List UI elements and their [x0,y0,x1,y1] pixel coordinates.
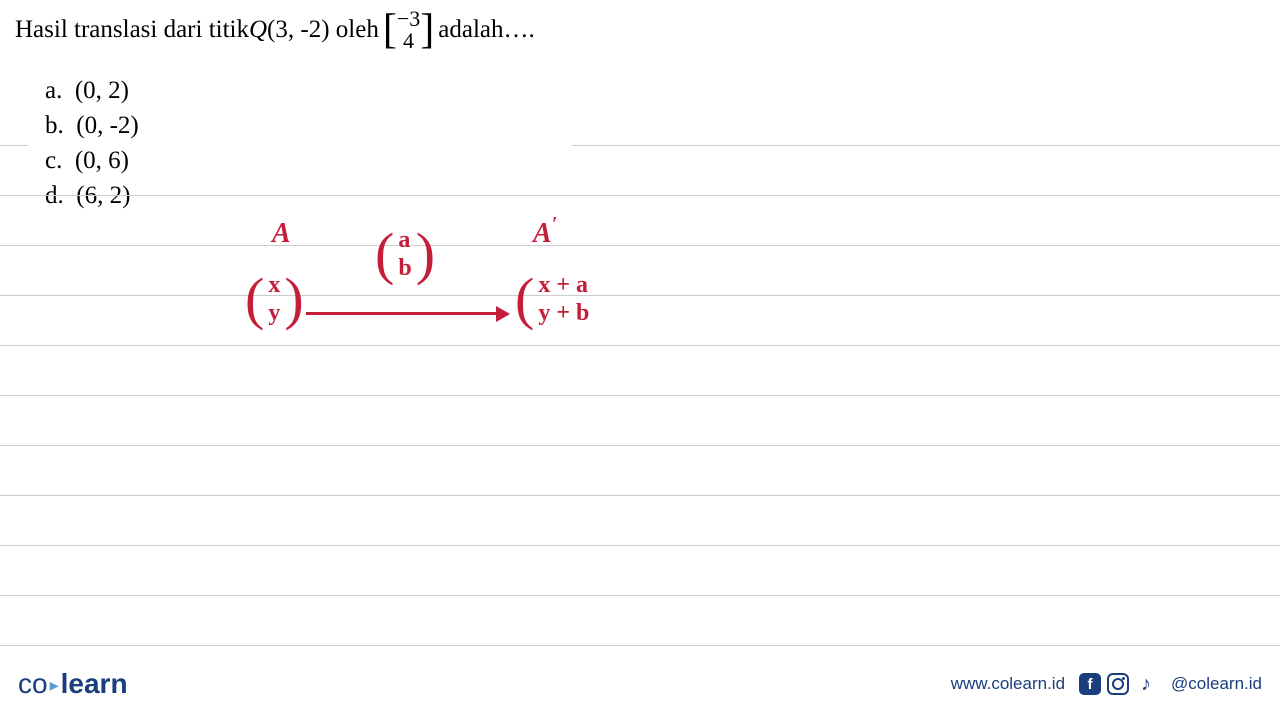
footer-url: www.colearn.id [951,674,1065,694]
xy-bottom: y [268,299,280,327]
option-a: a. (0, 2) [45,75,139,107]
ruled-line [0,645,1280,646]
hw-vector-xy: ( x y ) [245,270,304,328]
question-suffix: adalah…. [438,16,534,44]
bracket-right: ] [420,9,434,51]
question-prefix: Hasil translasi dari titik [15,16,249,44]
option-c: c. (0, 6) [45,145,139,177]
option-value: (0, 2) [75,77,129,104]
result-bottom: y + b [538,299,589,327]
ruled-line [0,295,1280,296]
footer-right: www.colearn.id f ♪ @colearn.id [951,673,1262,695]
option-b: b. (0, -2) [45,110,139,142]
translation-matrix: [ −3 4 ] [383,8,434,52]
social-icons: f ♪ [1079,673,1157,695]
ruled-line-partial-right [572,145,1280,146]
option-value: (0, -2) [76,112,138,139]
ruled-line-partial-left [0,145,28,146]
paren-content: x + a y + b [534,271,593,327]
option-letter: c. [45,147,62,174]
question-text: Hasil translasi dari titik Q (3, -2) ole… [15,8,535,52]
matrix-values: −3 4 [397,8,420,52]
result-top: x + a [538,271,589,299]
hw-vector-ab: ( a b ) [375,225,435,283]
bracket-left: [ [383,9,397,51]
point-coords: (3, -2) oleh [267,16,379,44]
paren-left: ( [375,225,394,283]
ruled-line [0,395,1280,396]
tiktok-icon: ♪ [1135,673,1157,695]
hw-aprime-letter: A [533,218,552,249]
ruled-line [0,445,1280,446]
ruled-line [0,245,1280,246]
ab-top: a [398,226,411,254]
option-letter: a. [45,77,62,104]
footer-handle: @colearn.id [1171,674,1262,694]
ruled-lines-container [0,195,1280,695]
paren-right: ) [416,225,435,283]
logo-learn: learn [61,668,128,699]
logo-dot: ▸ [50,675,59,695]
hw-vector-result: ( x + a y + b [515,270,593,328]
hw-label-aprime: A′ [533,218,557,250]
options-list: a. (0, 2) b. (0, -2) c. (0, 6) d. (6, 2) [45,75,139,215]
hw-arrow [306,312,506,315]
point-label: Q [249,16,267,44]
colearn-logo: co▸learn [18,668,128,700]
ruled-line [0,345,1280,346]
logo-co: co [18,668,48,699]
matrix-bottom: 4 [397,30,420,52]
hw-label-a: A [272,218,291,250]
facebook-icon: f [1079,673,1101,695]
matrix-top: −3 [397,8,420,30]
ruled-line [0,595,1280,596]
paren-content: a b [394,226,415,282]
xy-top: x [268,271,280,299]
footer: co▸learn www.colearn.id f ♪ @colearn.id [0,668,1280,700]
paren-left: ( [245,270,264,328]
ruled-line [0,495,1280,496]
option-letter: b. [45,112,64,139]
instagram-icon [1107,673,1129,695]
paren-right: ) [284,270,303,328]
ruled-line [0,545,1280,546]
paren-left: ( [515,270,534,328]
ab-bottom: b [398,254,411,282]
hw-prime-mark: ′ [552,213,558,235]
ruled-line [0,195,1280,196]
paren-content: x y [264,271,284,327]
option-value: (0, 6) [75,147,129,174]
